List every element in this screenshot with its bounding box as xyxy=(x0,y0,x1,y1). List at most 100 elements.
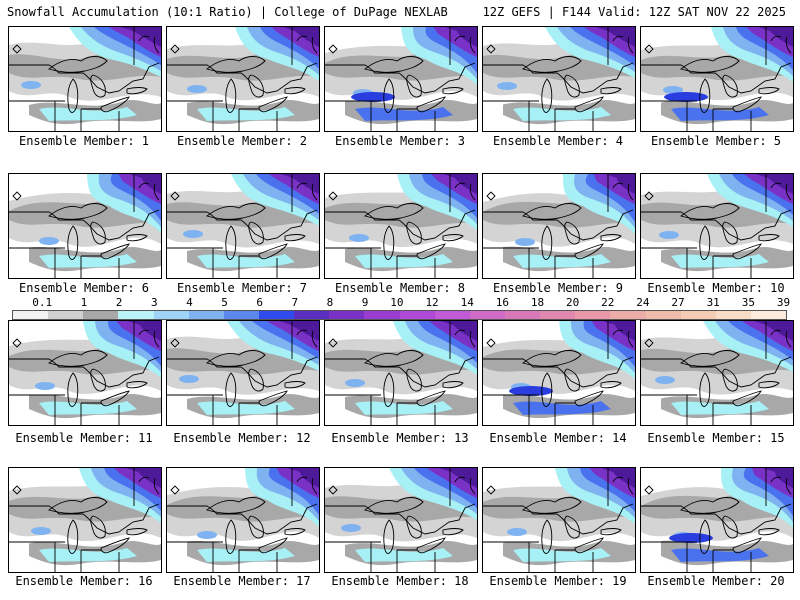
colorbar-tick-label: 8 xyxy=(326,296,334,309)
snowfall-map xyxy=(167,468,319,572)
colorbar-swatch xyxy=(715,311,751,319)
ensemble-member-label: Ensemble Member: 3 xyxy=(334,134,466,148)
colorbar-tick-label: 35 xyxy=(741,296,755,309)
colorbar-swatch xyxy=(258,311,295,319)
snowfall-map xyxy=(483,27,635,131)
colorbar-swatch xyxy=(153,311,189,319)
snowfall-map xyxy=(641,174,793,278)
ensemble-member-map xyxy=(324,467,478,573)
ensemble-member-label: Ensemble Member: 12 xyxy=(173,431,311,445)
colorbar-swatch xyxy=(399,311,435,319)
snowfall-map xyxy=(641,27,793,131)
colorbar-tick-label: 10 xyxy=(390,296,404,309)
ensemble-member-label: Ensemble Member: 18 xyxy=(331,574,469,588)
ensemble-member-label: Ensemble Member: 5 xyxy=(650,134,782,148)
ensemble-member-map xyxy=(166,173,320,279)
colorbar-swatch xyxy=(48,311,84,319)
colorbar-tick-label: 7 xyxy=(291,296,299,309)
colorbar-tick-label: 24 xyxy=(636,296,650,309)
colorbar-tick-label: 12 xyxy=(425,296,439,309)
colorbar-labels: 0.1 1 2 3 4 5 6 7 8 9 10 12 14 16 18 20 22 24 27 31 35 39 xyxy=(12,296,790,310)
ensemble-member-map xyxy=(640,467,794,573)
ensemble-member-map xyxy=(8,467,162,573)
colorbar-swatch xyxy=(750,311,787,319)
ensemble-member-map xyxy=(482,173,636,279)
ensemble-member-map xyxy=(166,320,320,426)
colorbar-swatch xyxy=(294,311,330,319)
ensemble-member-map xyxy=(8,26,162,132)
colorbar-tick-label: 31 xyxy=(706,296,720,309)
colorbar-swatch xyxy=(540,311,576,319)
ensemble-member-label: Ensemble Member: 2 xyxy=(176,134,308,148)
ensemble-member-label: Ensemble Member: 11 xyxy=(15,431,153,445)
snowfall-map xyxy=(325,468,477,572)
ensemble-member-label: Ensemble Member: 20 xyxy=(647,574,785,588)
ensemble-member-map xyxy=(324,26,478,132)
colorbar-tick-label: 14 xyxy=(460,296,474,309)
ensemble-member-map xyxy=(482,467,636,573)
colorbar-swatch xyxy=(680,311,716,319)
ensemble-member-label: Ensemble Member: 7 xyxy=(176,281,308,295)
colorbar-tick-label: 22 xyxy=(601,296,615,309)
ensemble-member-label: Ensemble Member: 15 xyxy=(647,431,785,445)
ensemble-member-label: Ensemble Member: 1 xyxy=(18,134,150,148)
colorbar-swatch xyxy=(188,311,224,319)
snowfall-map xyxy=(641,321,793,425)
ensemble-member-label: Ensemble Member: 14 xyxy=(489,431,627,445)
colorbar-swatch xyxy=(329,311,365,319)
ensemble-member-map xyxy=(324,173,478,279)
colorbar-tick-label: 20 xyxy=(566,296,580,309)
snowfall-map xyxy=(483,174,635,278)
colorbar-swatch xyxy=(118,311,154,319)
ensemble-member-map xyxy=(482,320,636,426)
ensemble-member-label: Ensemble Member: 10 xyxy=(647,281,785,295)
colorbar xyxy=(12,310,787,320)
snowfall-map xyxy=(167,174,319,278)
snowfall-map xyxy=(483,468,635,572)
ensemble-member-label: Ensemble Member: 16 xyxy=(15,574,153,588)
snowfall-map xyxy=(483,321,635,425)
ensemble-member-map xyxy=(8,173,162,279)
map-title: Snowfall Accumulation (10:1 Ratio) | Col… xyxy=(7,5,448,19)
snowfall-map xyxy=(9,174,161,278)
colorbar-tick-label: 2 xyxy=(115,296,123,309)
colorbar-swatch xyxy=(13,311,49,319)
ensemble-member-label: Ensemble Member: 9 xyxy=(492,281,624,295)
ensemble-member-label: Ensemble Member: 6 xyxy=(18,281,150,295)
colorbar-swatch xyxy=(364,311,400,319)
ensemble-member-label: Ensemble Member: 13 xyxy=(331,431,469,445)
colorbar-tick-label: 9 xyxy=(361,296,369,309)
colorbar-swatch xyxy=(575,311,611,319)
snowfall-map xyxy=(167,27,319,131)
colorbar-swatch xyxy=(645,311,681,319)
snowfall-map xyxy=(325,321,477,425)
ensemble-member-label: Ensemble Member: 4 xyxy=(492,134,624,148)
snowfall-map xyxy=(167,321,319,425)
colorbar-swatch xyxy=(83,311,119,319)
colorbar-tick-label: 4 xyxy=(186,296,193,309)
colorbar-tick-label: 27 xyxy=(671,296,685,309)
colorbar-tick-label: 0.1 xyxy=(32,296,53,309)
colorbar-tick-label: 6 xyxy=(256,296,263,309)
colorbar-swatch xyxy=(610,311,646,319)
colorbar-tick-label: 39 xyxy=(776,296,791,309)
ensemble-member-map xyxy=(166,467,320,573)
model-run-label: 12Z GEFS | F144 Valid: 12Z SAT NOV 22 20… xyxy=(482,5,786,19)
colorbar-tick-label: 18 xyxy=(530,296,545,309)
colorbar-tick-label: 1 xyxy=(80,296,88,309)
snowfall-map xyxy=(9,321,161,425)
ensemble-member-label: Ensemble Member: 17 xyxy=(173,574,311,588)
ensemble-member-map xyxy=(640,173,794,279)
ensemble-member-map xyxy=(324,320,478,426)
colorbar-swatch xyxy=(469,311,505,319)
colorbar-swatch xyxy=(434,311,470,319)
colorbar-tick-label: 16 xyxy=(495,296,509,309)
snowfall-map xyxy=(325,27,477,131)
colorbar-swatch xyxy=(223,311,259,319)
snowfall-map xyxy=(9,468,161,572)
ensemble-member-map xyxy=(8,320,162,426)
ensemble-member-map xyxy=(640,26,794,132)
ensemble-member-map xyxy=(640,320,794,426)
ensemble-member-label: Ensemble Member: 8 xyxy=(334,281,466,295)
ensemble-member-map xyxy=(482,26,636,132)
